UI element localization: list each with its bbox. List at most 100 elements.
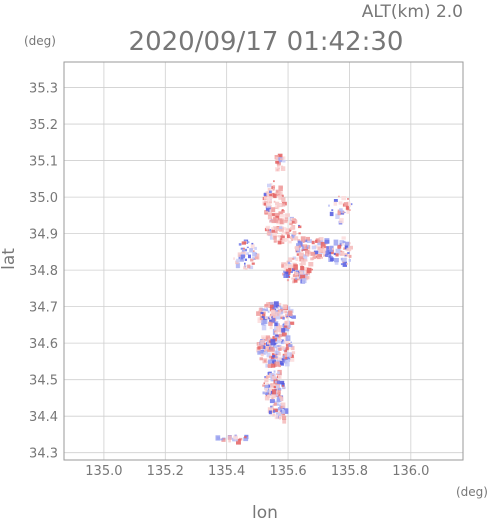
echo-point — [290, 341, 292, 343]
echo-point — [281, 311, 284, 314]
echo-point — [283, 274, 288, 278]
echo-point — [275, 347, 279, 351]
echo-point — [296, 249, 301, 253]
echo-point — [273, 386, 276, 388]
echo-point — [335, 213, 340, 219]
echo-point — [241, 241, 246, 245]
echo-point — [241, 250, 245, 254]
echo-point — [279, 361, 284, 365]
echo-point — [304, 247, 307, 249]
echo-point — [276, 373, 279, 376]
echo-point — [277, 302, 282, 306]
echo-point — [282, 347, 288, 352]
echo-point — [278, 356, 282, 361]
echo-point — [279, 333, 283, 338]
echo-point — [295, 277, 298, 280]
echo-point — [264, 303, 269, 307]
echo-point — [271, 406, 274, 409]
echo-point — [298, 252, 304, 259]
echo-point — [262, 391, 267, 395]
x-axis-unit: (deg) — [456, 485, 488, 499]
echo-point — [282, 316, 285, 320]
echo-point — [257, 319, 262, 323]
echo-point — [256, 347, 261, 353]
echo-point — [334, 258, 339, 263]
echo-point — [265, 225, 271, 230]
echo-point — [275, 160, 279, 164]
echo-point — [268, 337, 272, 342]
echo-point — [341, 243, 344, 246]
y-tick-label: 35.0 — [29, 191, 58, 206]
echo-point — [244, 436, 247, 439]
echo-point — [341, 236, 346, 240]
echo-point — [243, 247, 245, 250]
echo-point — [274, 325, 279, 331]
echo-point — [279, 308, 283, 313]
echo-point — [308, 262, 314, 267]
echo-point — [279, 211, 284, 215]
echo-point — [268, 359, 272, 364]
echo-point — [303, 249, 305, 251]
echo-point — [253, 250, 255, 252]
echo-point — [306, 239, 312, 243]
echo-point — [220, 438, 223, 441]
echo-point — [261, 335, 266, 339]
echo-point — [272, 336, 276, 339]
y-tick-label: 34.5 — [29, 374, 58, 389]
echo-point — [272, 226, 277, 230]
x-tick-label: 135.0 — [85, 464, 122, 479]
echo-point — [305, 253, 308, 256]
echo-point — [280, 346, 285, 351]
echo-point — [301, 278, 307, 284]
echo-point — [304, 244, 306, 247]
echo-point — [234, 437, 238, 442]
echo-point — [285, 343, 291, 347]
echo-point — [291, 351, 296, 355]
y-tick-label: 34.6 — [29, 337, 58, 352]
echo-point — [339, 218, 344, 224]
echo-point — [267, 390, 270, 393]
echo-point — [272, 413, 275, 416]
echo-point — [283, 408, 289, 414]
echo-point — [344, 254, 347, 257]
echo-point — [294, 246, 298, 249]
echo-point — [262, 384, 266, 387]
echo-point — [260, 311, 264, 315]
echo-point — [293, 264, 298, 270]
x-tick-label: 135.8 — [331, 464, 368, 479]
x-tick-label: 136.0 — [392, 464, 429, 479]
echo-point — [305, 236, 310, 241]
echo-point — [283, 270, 286, 274]
echo-point — [339, 208, 343, 213]
echo-point — [278, 227, 284, 232]
echo-point — [260, 353, 264, 357]
echo-point — [294, 236, 299, 241]
echo-point — [279, 403, 282, 405]
echo-point — [300, 264, 303, 268]
echo-point — [274, 219, 279, 223]
echo-point — [284, 352, 289, 357]
echo-point — [297, 278, 300, 281]
echo-point — [276, 403, 280, 406]
echo-point — [276, 390, 281, 395]
echo-point — [288, 257, 293, 263]
echo-point — [287, 261, 291, 265]
y-tick-label: 34.3 — [29, 447, 58, 462]
echo-point — [281, 203, 286, 207]
echo-point — [305, 276, 309, 279]
echo-point — [279, 203, 282, 206]
echo-point — [278, 347, 282, 351]
echo-point — [285, 213, 290, 217]
echo-point — [245, 268, 248, 270]
echo-point — [297, 239, 301, 242]
echo-point — [299, 256, 304, 262]
echo-point — [273, 370, 276, 373]
echo-point — [264, 316, 268, 319]
echo-point — [271, 219, 276, 224]
echo-point — [268, 387, 274, 394]
x-tick-label: 135.2 — [147, 464, 184, 479]
echo-point — [282, 332, 287, 337]
echo-point — [264, 359, 267, 363]
echo-point — [264, 377, 269, 383]
